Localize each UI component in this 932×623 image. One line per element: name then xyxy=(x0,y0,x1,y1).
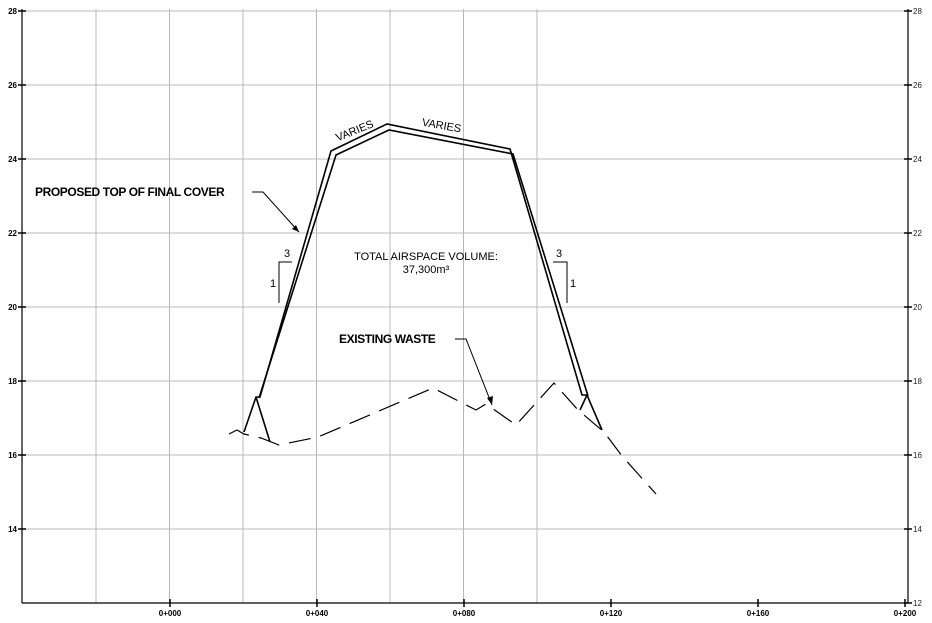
left-axis-ticks: 14 16 18 20 22 24 26 28 xyxy=(8,7,26,534)
x-tick-label: 0+080 xyxy=(453,609,476,618)
right-slope-run: 3 xyxy=(556,248,562,260)
existing-waste-leader-line xyxy=(455,338,493,406)
left-tick-label: 22 xyxy=(8,229,17,238)
left-tick-label: 24 xyxy=(8,155,17,164)
right-tick-label: 16 xyxy=(913,451,922,460)
left-tick-label: 16 xyxy=(8,451,17,460)
grid-horizontal-lines xyxy=(22,10,908,530)
existing-waste-profile xyxy=(228,382,657,495)
x-tick-label: 0+160 xyxy=(747,609,770,618)
right-tick-label: 24 xyxy=(913,155,922,164)
final-cover-leader-arrow xyxy=(292,225,299,232)
final-cover-leader-line xyxy=(252,191,300,233)
x-tick-label: 0+200 xyxy=(894,609,917,618)
right-tick-label: 22 xyxy=(913,229,922,238)
right-tick-label: 26 xyxy=(913,81,922,90)
airspace-volume-value: 37,300m³ xyxy=(403,264,450,276)
left-tick-label: 20 xyxy=(8,303,17,312)
right-tick-label: 18 xyxy=(913,377,922,386)
right-axis-ticks: 12 14 16 18 20 22 24 26 28 xyxy=(904,7,922,608)
grid-vertical-lines xyxy=(95,9,538,603)
x-axis-ticks: 0+000 0+040 0+080 0+120 0+160 0+200 xyxy=(159,599,917,618)
right-tick-label: 14 xyxy=(913,525,922,534)
right-slope-rise: 1 xyxy=(570,278,576,290)
final-cover-profile xyxy=(243,123,603,443)
x-tick-label: 0+000 xyxy=(159,609,182,618)
right-tick-label: 12 xyxy=(913,599,922,608)
left-tick-label: 14 xyxy=(8,525,17,534)
left-slope-run: 3 xyxy=(284,248,290,260)
final-cover-inner-line xyxy=(258,129,589,399)
airspace-volume-note: TOTAL AIRSPACE VOLUME: 37,300m³ xyxy=(354,251,498,276)
right-tick-label: 28 xyxy=(913,7,922,16)
final-cover-callout: PROPOSED TOP OF FINAL COVER xyxy=(35,185,300,233)
final-cover-outer-line xyxy=(243,123,603,433)
final-cover-label: PROPOSED TOP OF FINAL COVER xyxy=(35,185,225,199)
airspace-volume-title: TOTAL AIRSPACE VOLUME: xyxy=(354,251,498,263)
existing-waste-leader-arrow xyxy=(487,396,493,405)
left-tick-label: 18 xyxy=(8,377,17,386)
grid xyxy=(22,9,908,603)
left-tick-label: 28 xyxy=(8,7,17,16)
left-slope-rise: 1 xyxy=(270,278,276,290)
x-tick-label: 0+120 xyxy=(600,609,623,618)
right-slope-indicator: 3 1 xyxy=(553,248,576,303)
left-tick-label: 26 xyxy=(8,81,17,90)
existing-waste-label: EXISTING WASTE xyxy=(339,332,436,346)
right-slope-bracket xyxy=(553,261,568,303)
existing-waste-callout: EXISTING WASTE xyxy=(339,332,493,406)
right-tick-label: 20 xyxy=(913,303,922,312)
x-tick-label: 0+040 xyxy=(306,609,329,618)
left-slope-indicator: 3 1 xyxy=(270,248,292,303)
left-slope-bracket xyxy=(278,261,292,303)
right-toe-detail xyxy=(579,394,588,411)
left-toe-detail xyxy=(255,396,271,443)
